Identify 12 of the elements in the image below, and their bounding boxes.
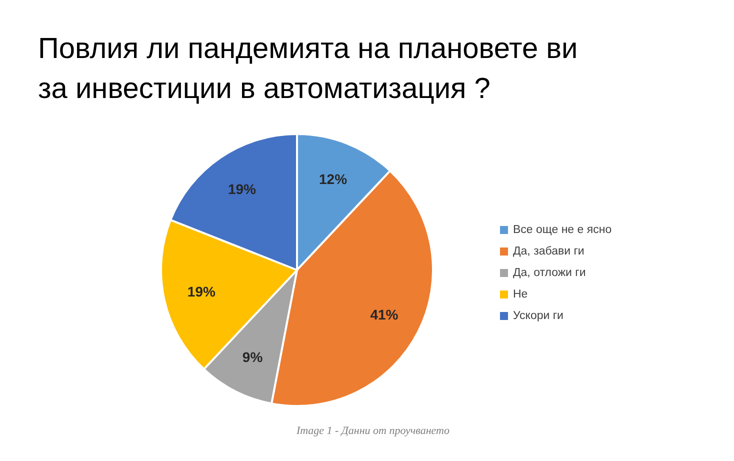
legend-label: Да, забави ги <box>513 246 584 258</box>
data-label: 9% <box>242 349 264 366</box>
text: Image 1 - Данни от проучването <box>295 425 450 437</box>
data-label: 19% <box>187 283 216 300</box>
data-label: 41% <box>370 306 399 322</box>
legend-label: Все още не е ясно <box>513 224 612 236</box>
legend-label: Да, отложи ги <box>513 267 586 279</box>
legend-label: Не <box>513 288 528 300</box>
legend-label: Ускори ги <box>513 310 564 322</box>
data-label: 12% <box>319 170 348 187</box>
data-label: 19% <box>228 181 257 198</box>
chart-title: Повлия ли пандемията на плановете ви за инвестиции в автоматизация ? <box>38 33 578 105</box>
